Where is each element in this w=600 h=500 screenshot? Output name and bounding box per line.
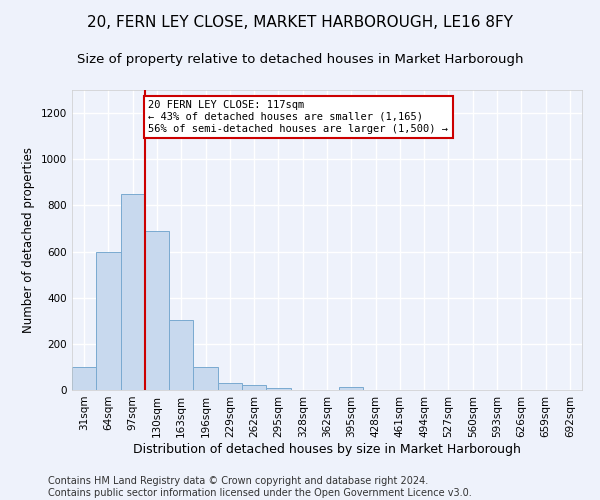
Bar — [96, 252, 121, 390]
Bar — [193, 367, 218, 390]
Bar — [242, 385, 266, 390]
Bar — [72, 367, 96, 390]
Bar — [169, 320, 193, 390]
Text: 20 FERN LEY CLOSE: 117sqm
← 43% of detached houses are smaller (1,165)
56% of se: 20 FERN LEY CLOSE: 117sqm ← 43% of detac… — [149, 100, 449, 134]
Bar — [339, 386, 364, 390]
Text: 20, FERN LEY CLOSE, MARKET HARBOROUGH, LE16 8FY: 20, FERN LEY CLOSE, MARKET HARBOROUGH, L… — [87, 15, 513, 30]
Text: Contains HM Land Registry data © Crown copyright and database right 2024.
Contai: Contains HM Land Registry data © Crown c… — [48, 476, 472, 498]
X-axis label: Distribution of detached houses by size in Market Harborough: Distribution of detached houses by size … — [133, 442, 521, 456]
Bar — [218, 383, 242, 390]
Text: Size of property relative to detached houses in Market Harborough: Size of property relative to detached ho… — [77, 52, 523, 66]
Bar — [145, 231, 169, 390]
Bar — [121, 194, 145, 390]
Y-axis label: Number of detached properties: Number of detached properties — [22, 147, 35, 333]
Bar — [266, 388, 290, 390]
